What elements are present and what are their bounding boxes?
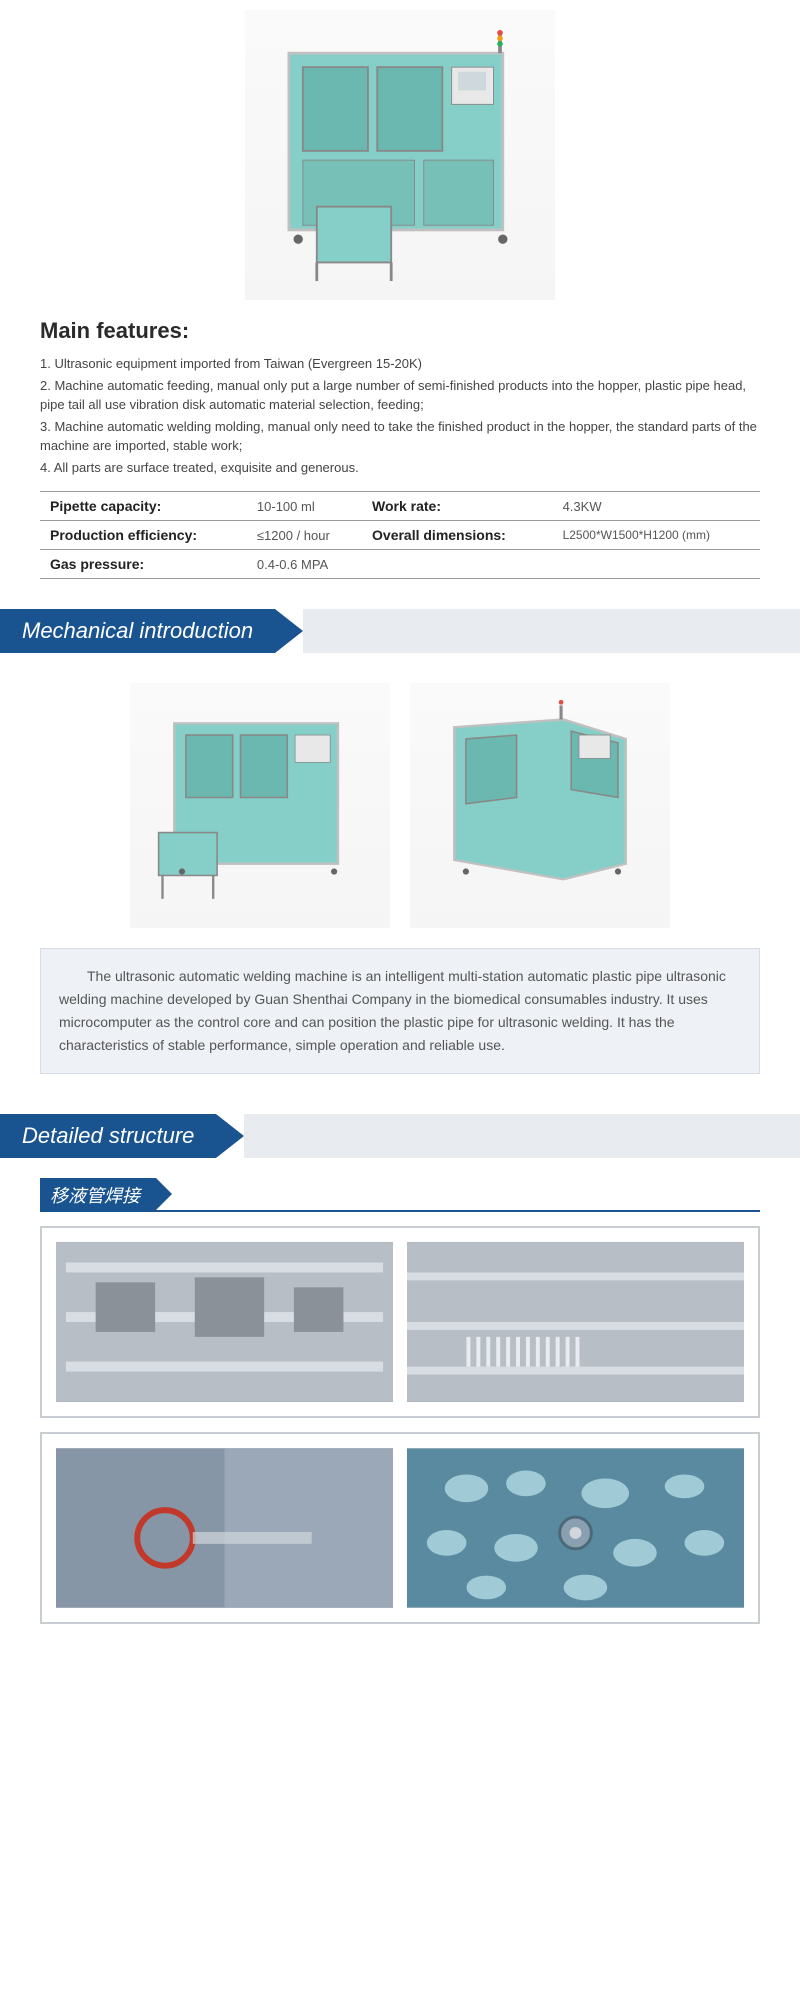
hero-image bbox=[0, 0, 800, 310]
mechanical-intro-banner: Mechanical introduction bbox=[0, 609, 800, 653]
detailed-structure-banner: Detailed structure bbox=[0, 1114, 800, 1158]
spec-label: Work rate: bbox=[362, 492, 553, 521]
machine-illustration-left bbox=[143, 695, 377, 916]
spec-value: 0.4-0.6 MPA bbox=[247, 550, 760, 579]
spec-value: 4.3KW bbox=[553, 492, 760, 521]
machine-illustration bbox=[261, 25, 540, 286]
machine-illustration-right bbox=[423, 695, 657, 916]
detail-photo bbox=[56, 1448, 393, 1608]
banner-rest bbox=[303, 609, 800, 653]
spec-value: 10-100 ml bbox=[247, 492, 362, 521]
detail-photo bbox=[56, 1242, 393, 1402]
spec-table: Pipette capacity: 10-100 ml Work rate: 4… bbox=[40, 491, 760, 579]
two-machine-images bbox=[0, 673, 800, 938]
spec-value: ≤1200 / hour bbox=[247, 521, 362, 550]
feature-item: 4. All parts are surface treated, exquis… bbox=[40, 458, 760, 478]
photo-row-2 bbox=[40, 1432, 760, 1624]
sub-banner: 移液管焊接 bbox=[40, 1178, 156, 1212]
intro-text-box: The ultrasonic automatic welding machine… bbox=[40, 948, 760, 1074]
banner-title: Mechanical introduction bbox=[0, 609, 275, 653]
spec-label: Production efficiency: bbox=[40, 521, 247, 550]
photo-row-1 bbox=[40, 1226, 760, 1418]
detail-photo bbox=[407, 1242, 744, 1402]
spec-value: L2500*W1500*H1200 (mm) bbox=[553, 521, 760, 550]
feature-item: 3. Machine automatic welding molding, ma… bbox=[40, 417, 760, 456]
feature-item: 2. Machine automatic feeding, manual onl… bbox=[40, 376, 760, 415]
sub-banner-wrap: 移液管焊接 bbox=[0, 1178, 800, 1212]
main-features-title: Main features: bbox=[40, 318, 760, 344]
banner-title: Detailed structure bbox=[0, 1114, 216, 1158]
spec-label: Gas pressure: bbox=[40, 550, 247, 579]
banner-rest bbox=[244, 1114, 800, 1158]
detail-photo bbox=[407, 1448, 744, 1608]
feature-list: 1. Ultrasonic equipment imported from Ta… bbox=[40, 354, 760, 477]
spec-label: Pipette capacity: bbox=[40, 492, 247, 521]
spec-label: Overall dimensions: bbox=[362, 521, 553, 550]
feature-item: 1. Ultrasonic equipment imported from Ta… bbox=[40, 354, 760, 374]
